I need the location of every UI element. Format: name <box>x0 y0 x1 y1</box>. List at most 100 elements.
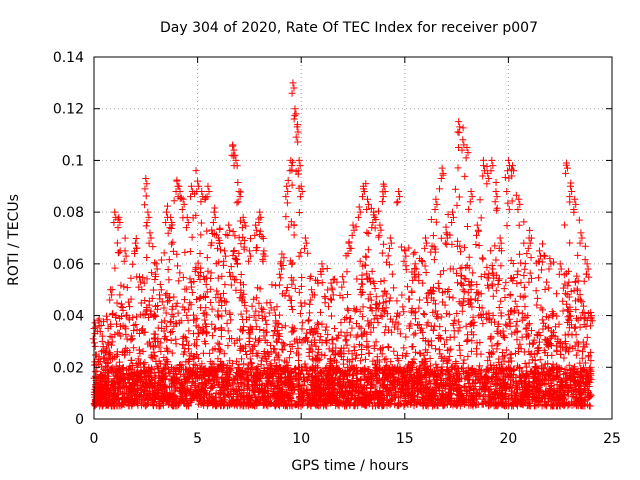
data-point <box>492 398 500 406</box>
data-point <box>200 366 208 374</box>
data-point <box>364 317 372 325</box>
data-point <box>336 393 344 401</box>
data-point <box>214 355 222 363</box>
data-point <box>451 185 459 193</box>
data-point <box>430 322 438 330</box>
data-point <box>513 318 521 326</box>
data-point <box>362 376 370 384</box>
data-point <box>581 359 589 367</box>
data-point <box>313 277 321 285</box>
data-point <box>426 355 434 363</box>
data-point <box>304 317 312 325</box>
data-point <box>186 247 194 255</box>
data-point <box>108 355 116 363</box>
data-point <box>464 376 472 384</box>
data-point <box>238 355 246 363</box>
data-point <box>523 381 531 389</box>
data-point <box>557 350 565 358</box>
data-point <box>489 292 497 300</box>
data-point <box>341 332 349 340</box>
data-point <box>115 329 123 337</box>
data-point <box>405 295 413 303</box>
data-point <box>402 333 410 341</box>
data-point <box>94 384 102 392</box>
data-point <box>516 250 524 258</box>
data-point <box>557 379 565 387</box>
data-point <box>231 232 239 240</box>
data-point <box>428 342 436 350</box>
data-point <box>525 359 533 367</box>
data-point <box>382 355 390 363</box>
data-point <box>154 324 162 332</box>
data-point <box>505 315 513 323</box>
data-point <box>385 297 393 305</box>
data-point <box>411 329 419 337</box>
data-point <box>290 326 298 334</box>
data-point <box>407 367 415 375</box>
data-point <box>246 337 254 345</box>
data-point <box>370 344 378 352</box>
data-point <box>359 385 367 393</box>
data-point <box>504 311 512 319</box>
data-point <box>342 337 350 345</box>
data-point <box>500 332 508 340</box>
data-point <box>420 394 428 402</box>
data-point <box>355 341 363 349</box>
data-point <box>343 305 351 313</box>
data-point <box>548 341 556 349</box>
data-point <box>506 292 514 300</box>
data-point <box>171 364 179 372</box>
data-point <box>300 399 308 407</box>
data-point <box>165 294 173 302</box>
data-point <box>96 375 104 383</box>
data-point <box>356 257 364 265</box>
data-point <box>515 372 523 380</box>
data-point <box>587 370 595 378</box>
data-point <box>203 227 211 235</box>
data-point <box>208 239 216 247</box>
data-point <box>283 284 291 292</box>
data-point <box>298 319 306 327</box>
data-point <box>116 365 124 373</box>
data-point <box>106 332 114 340</box>
data-point <box>555 374 563 382</box>
data-point <box>121 374 129 382</box>
data-point <box>581 367 589 375</box>
data-point <box>193 336 201 344</box>
data-point <box>196 388 204 396</box>
data-point <box>324 331 332 339</box>
data-point <box>186 389 194 397</box>
data-point <box>170 293 178 301</box>
data-point <box>422 269 430 277</box>
data-point <box>368 267 376 275</box>
data-point <box>172 320 180 328</box>
data-point <box>322 326 330 334</box>
data-point <box>492 256 500 264</box>
data-point <box>410 355 418 363</box>
data-point <box>164 365 172 373</box>
data-point <box>258 233 266 241</box>
data-point <box>460 394 468 402</box>
data-point <box>574 369 582 377</box>
data-point <box>308 374 316 382</box>
data-point <box>505 205 513 213</box>
data-point <box>478 314 486 322</box>
data-point <box>283 199 291 207</box>
data-point <box>444 210 452 218</box>
data-point <box>120 283 128 291</box>
data-point <box>227 316 235 324</box>
data-point <box>513 271 521 279</box>
data-point <box>248 325 256 333</box>
data-point <box>362 393 370 401</box>
data-point <box>252 323 260 331</box>
data-point <box>232 276 240 284</box>
data-point <box>289 158 297 166</box>
data-point <box>305 316 313 324</box>
data-point <box>376 299 384 307</box>
data-point <box>242 222 250 230</box>
data-point <box>125 316 133 324</box>
data-point <box>538 316 546 324</box>
data-point <box>576 291 584 299</box>
data-point <box>483 162 491 170</box>
data-point <box>129 260 137 268</box>
